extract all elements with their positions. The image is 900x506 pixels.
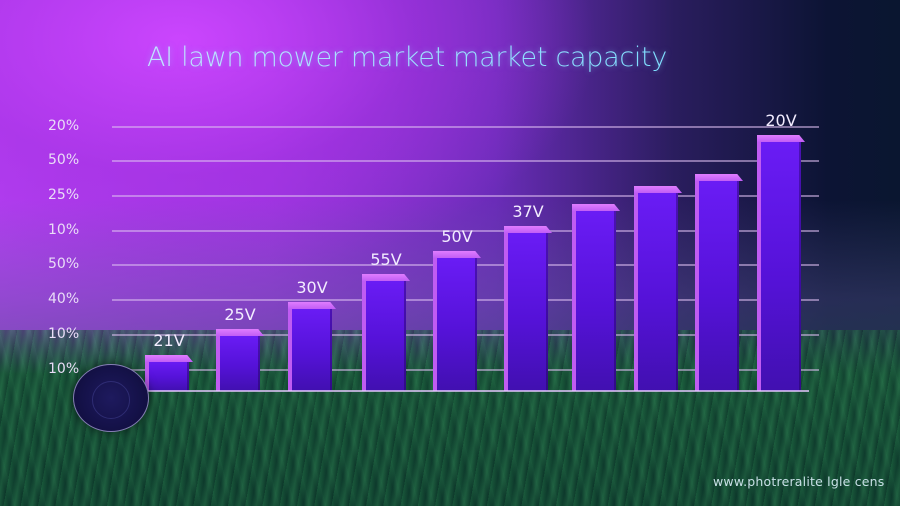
x-axis-baseline (142, 390, 809, 392)
bar-value-label: 55V (370, 250, 402, 269)
bar (145, 361, 189, 391)
bar (216, 335, 260, 391)
gridline (112, 126, 819, 128)
bar (504, 232, 548, 391)
gridline (112, 160, 819, 162)
bar (288, 308, 332, 391)
gridline (112, 230, 819, 232)
bar (362, 280, 406, 391)
y-tick-label: 40% (48, 291, 80, 307)
bar (695, 180, 739, 391)
y-tick-label: 10% (48, 222, 80, 238)
bar-value-label: 50V (441, 227, 473, 246)
bar (634, 192, 678, 391)
y-tick-label: 25% (48, 187, 80, 203)
y-tick-label: 20% (48, 118, 80, 134)
y-tick-label: 50% (48, 256, 80, 272)
y-tick-label: 10% (48, 326, 80, 342)
bar (757, 141, 801, 391)
bar-value-label: 25V (224, 305, 256, 324)
bar-value-label: 21V (153, 331, 185, 350)
chart-title: AI lawn mower market market capacity (147, 42, 668, 73)
bar (433, 257, 477, 391)
gridline (112, 195, 819, 197)
y-tick-label: 10% (48, 361, 80, 377)
bar (572, 210, 616, 391)
bar-value-label: 30V (296, 278, 328, 297)
bar-value-label: 20V (765, 111, 797, 130)
dark-round-disc-icon (73, 364, 149, 432)
watermark: www.photreralite lgle cens (713, 474, 885, 489)
y-tick-label: 50% (48, 152, 80, 168)
bar-value-label: 37V (512, 202, 544, 221)
